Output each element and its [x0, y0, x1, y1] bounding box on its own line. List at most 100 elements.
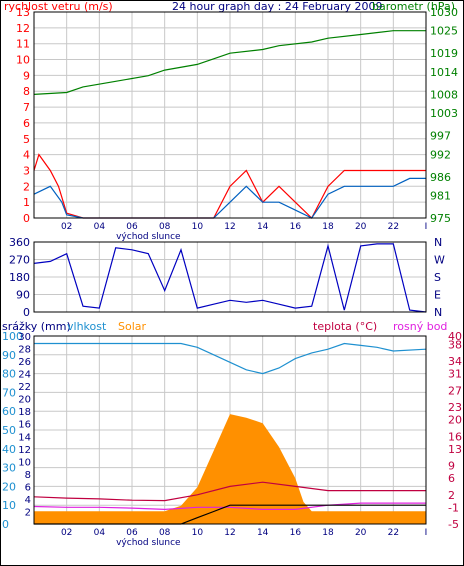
rain-tick-label: 22: [18, 382, 31, 393]
wind-tick-label: 0: [23, 212, 30, 225]
humidity-tick-label: 40: [2, 443, 16, 456]
x-tick-label: 18: [322, 222, 334, 232]
rain-tick-label: 6: [25, 482, 31, 493]
wind-tick-label: 5: [23, 133, 30, 146]
humidity-tick-label: 80: [2, 368, 16, 381]
humidity-tick-label: 10: [2, 499, 16, 512]
series-line-2: [33, 177, 426, 219]
humidity-tick-label: 60: [2, 405, 16, 418]
temp-tick-label: 20: [448, 414, 462, 427]
rain-tick-label: 4: [25, 495, 31, 506]
temp-label: teplota (°C): [313, 320, 377, 333]
humidity-label: vlhkost: [67, 320, 107, 333]
dew-label: rosný bod: [393, 320, 447, 333]
wind-tick-label: 2: [23, 180, 30, 193]
rain-tick-label: 14: [18, 432, 31, 443]
wind-axis-label: rychlost vetru (m/s): [4, 0, 113, 13]
humidity-line: [34, 342, 427, 375]
compass-tick-label: E: [434, 289, 441, 302]
compass-tick-label: W: [434, 254, 445, 267]
temp-tick-label: -1: [448, 501, 459, 514]
barometer-tick-label: 992: [430, 148, 451, 161]
rain-tick-label: 26: [18, 357, 31, 368]
x-tick-label: 22: [388, 222, 399, 232]
x-tick-label: 14: [257, 528, 269, 538]
compass-tick-label: N: [434, 236, 442, 249]
rain-humidity-temp-chart: 0102030405060708090100246810121416182022…: [2, 330, 462, 548]
temp-tick-label: 31: [448, 368, 462, 381]
temp-tick-label: 6: [448, 472, 455, 485]
barometer-tick-label: 986: [430, 171, 451, 184]
x-tick-label: 12: [224, 222, 235, 232]
barometer-axis-label: barometr (hPa): [372, 0, 455, 13]
rain-tick-label: 2: [25, 507, 31, 518]
rain-tick-label: 20: [18, 395, 31, 406]
wind-barometer-chart: 0123456789101112139759819869929971003100…: [16, 6, 458, 242]
plot-frame: [33, 11, 427, 219]
barometer-tick-label: 1014: [430, 66, 458, 79]
barometer-tick-label: 1003: [430, 107, 458, 120]
chart-title: 24 hour graph day : 24 February 2009: [172, 0, 383, 13]
rain-line: [34, 504, 426, 525]
wind-tick-label: 8: [23, 85, 30, 98]
wind-tick-label: 1: [23, 196, 30, 209]
plot-frame: [33, 335, 427, 525]
temp-tick-label: -5: [448, 518, 459, 531]
x-tick-label: 02: [61, 528, 72, 538]
x-tick-label: I: [425, 528, 428, 538]
dewpoint-line: [33, 502, 426, 511]
rain-tick-label: 16: [18, 420, 31, 431]
temperature-line: [33, 481, 426, 502]
wind-tick-label: 10: [16, 54, 30, 67]
rain-tick-label: 12: [18, 445, 31, 456]
wind-tick-label: 4: [23, 149, 30, 162]
x-tick-label: 20: [355, 528, 367, 538]
barometer-tick-label: 1008: [430, 88, 458, 101]
humidity-tick-label: 100: [2, 330, 23, 343]
series-line-0: [33, 30, 426, 95]
barometer-tick-label: 975: [430, 212, 451, 225]
wind-tick-label: 11: [16, 38, 30, 51]
humidity-tick-label: 30: [2, 462, 16, 475]
wind-tick-label: 3: [23, 164, 30, 177]
barometer-tick-label: 1030: [430, 6, 458, 19]
temp-tick-label: 34: [448, 355, 462, 368]
humidity-tick-label: 70: [2, 386, 16, 399]
x-tick-label: 06: [126, 528, 138, 538]
x-tick-label: 16: [290, 528, 302, 538]
barometer-tick-label: 997: [430, 130, 451, 143]
direction-tick-label: 270: [9, 254, 30, 267]
x-tick-label: 14: [257, 222, 269, 232]
temp-tick-label: 23: [448, 401, 462, 414]
temp-tick-label: 27: [448, 384, 462, 397]
wind-tick-label: 13: [16, 6, 30, 19]
direction-tick-label: 360: [9, 236, 30, 249]
x-tick-label: 02: [61, 222, 72, 232]
compass-tick-label: N: [434, 306, 442, 319]
x-tick-label: 10: [192, 222, 204, 232]
rain-tick-label: 8: [25, 470, 31, 481]
wind-tick-label: 6: [23, 117, 30, 130]
x-tick-label: 04: [94, 528, 106, 538]
x-tick-label: 22: [388, 528, 399, 538]
wind-tick-label: 9: [23, 69, 30, 82]
rain-tick-label: 30: [18, 332, 31, 343]
x-tick-label: 16: [290, 222, 302, 232]
rain-tick-label: 10: [18, 457, 31, 468]
barometer-tick-label: 981: [430, 190, 451, 203]
barometer-tick-label: 1025: [430, 25, 458, 38]
solar-area: [34, 414, 426, 524]
direction-tick-label: 180: [9, 271, 30, 284]
temp-tick-label: 40: [448, 330, 462, 343]
rain-label: srážky (mm): [2, 320, 71, 333]
barometer-tick-label: 1019: [430, 47, 458, 60]
x-tick-label: 12: [224, 528, 235, 538]
rain-tick-label: 28: [18, 345, 31, 356]
plot-frame: [33, 241, 427, 313]
rain-tick-label: 18: [18, 407, 31, 418]
temp-tick-label: 16: [448, 430, 462, 443]
humidity-tick-label: 90: [2, 349, 16, 362]
x-tick-label: 08: [159, 528, 171, 538]
